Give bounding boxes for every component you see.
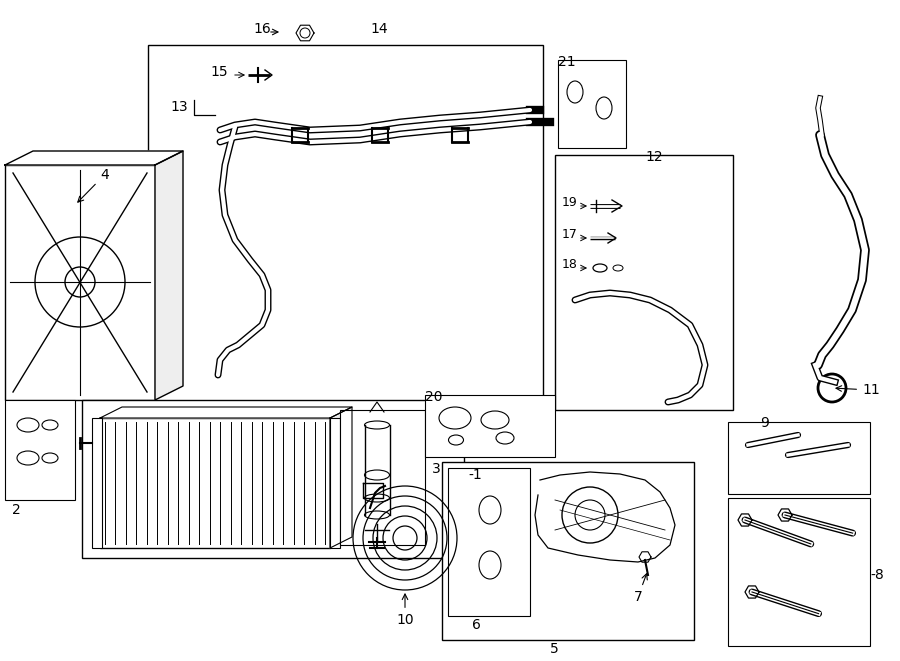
Polygon shape — [100, 407, 352, 418]
Text: 5: 5 — [550, 642, 559, 656]
Text: 19: 19 — [562, 196, 578, 209]
Text: 2: 2 — [12, 503, 21, 517]
Bar — [425, 395, 555, 457]
Text: 7: 7 — [634, 574, 647, 604]
Bar — [100, 418, 330, 548]
Text: 10: 10 — [396, 594, 414, 627]
Bar — [330, 418, 340, 548]
Bar — [340, 410, 425, 545]
Text: 4: 4 — [77, 168, 109, 202]
Bar — [148, 45, 543, 405]
Bar — [728, 498, 870, 646]
Polygon shape — [155, 151, 183, 400]
Text: -8: -8 — [870, 568, 884, 582]
Bar — [442, 462, 694, 640]
Text: 11: 11 — [836, 383, 880, 397]
Text: 15: 15 — [210, 65, 228, 79]
Text: -1: -1 — [468, 468, 482, 482]
Text: 3: 3 — [432, 462, 441, 476]
Text: 14: 14 — [370, 22, 388, 36]
Text: 9: 9 — [760, 416, 769, 430]
Text: 17: 17 — [562, 228, 578, 241]
Polygon shape — [330, 407, 352, 548]
Text: 13: 13 — [170, 100, 187, 114]
Bar — [558, 60, 626, 148]
Bar — [82, 400, 464, 558]
Bar — [448, 468, 530, 616]
Bar — [728, 422, 870, 494]
Polygon shape — [5, 151, 183, 165]
Bar — [5, 400, 75, 500]
Text: 21: 21 — [558, 55, 576, 69]
Text: 18: 18 — [562, 258, 578, 271]
Bar — [555, 155, 733, 410]
Polygon shape — [535, 472, 675, 562]
Bar — [5, 165, 155, 400]
Text: 12: 12 — [645, 150, 662, 164]
Text: 16: 16 — [253, 22, 271, 36]
Text: 6: 6 — [472, 618, 481, 632]
Bar — [92, 418, 102, 548]
Text: 20: 20 — [425, 390, 443, 404]
